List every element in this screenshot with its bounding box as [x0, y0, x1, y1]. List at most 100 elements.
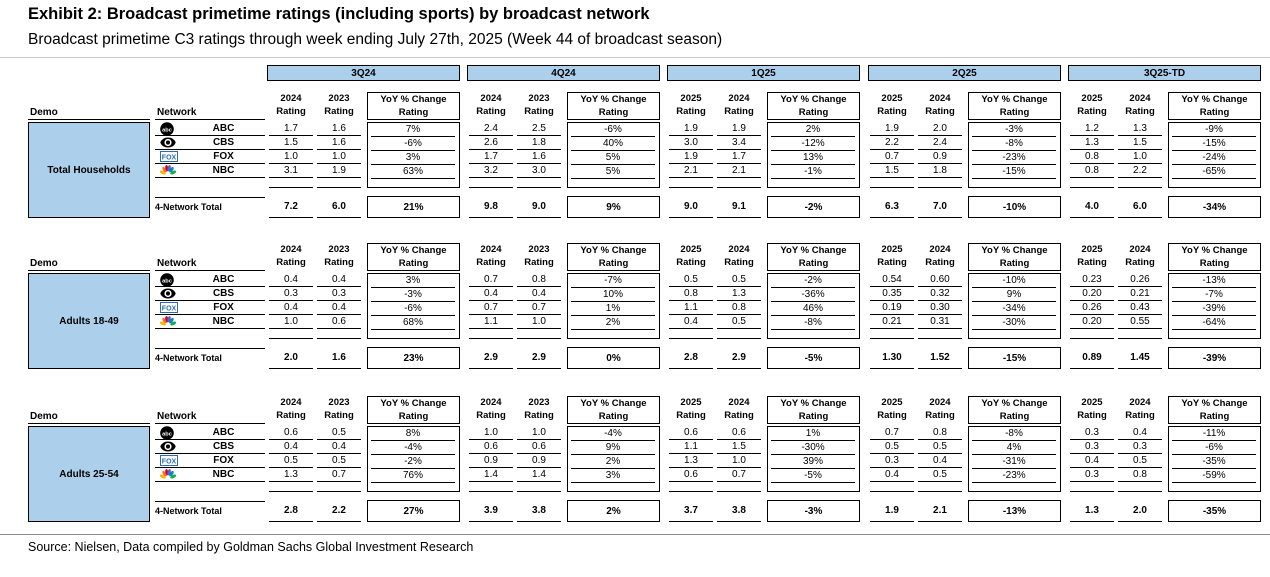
- network-row: CBS: [155, 440, 265, 454]
- rating-cell: 0.8: [1070, 150, 1114, 164]
- rating-cell: 1.1: [669, 440, 713, 454]
- yoy-header-box: YoY % Change Rating: [367, 92, 460, 120]
- yoy-cell: -6%: [571, 123, 655, 137]
- rating-cell: 0.7: [317, 468, 361, 482]
- rating-cell: 0.5: [1118, 454, 1162, 468]
- rating-cell: 0.4: [918, 454, 962, 468]
- network-name: FOX: [213, 455, 234, 466]
- rating-cell: 0.4: [269, 301, 313, 315]
- rating-cell: 0.7: [517, 301, 561, 315]
- col-header-year-1: 2024 Rating: [476, 397, 506, 421]
- col-header-year-1: 2025 Rating: [1077, 244, 1107, 268]
- network-name: CBS: [212, 288, 235, 299]
- network-column-header: Network: [157, 411, 197, 422]
- demo-cell: Total Households: [28, 122, 150, 218]
- nbc-peacock-icon: [160, 164, 182, 177]
- rating-cell: 3.4: [717, 136, 761, 150]
- rating-cell: 1.0: [1118, 150, 1162, 164]
- network-row: abc ABC: [155, 425, 265, 440]
- col-header-year-2: 2024 Rating: [724, 93, 754, 117]
- col-header-year-1: 2024 Rating: [276, 93, 306, 117]
- col-header-year-2: 2024 Rating: [925, 397, 955, 421]
- demo-cell: Adults 18-49: [28, 273, 150, 369]
- rating-cell: 0.4: [317, 440, 361, 454]
- exhibit-title: Exhibit 2: Broadcast primetime ratings (…: [28, 5, 650, 23]
- network-name: CBS: [212, 441, 235, 452]
- spacer-underline: [469, 338, 513, 339]
- rating-cell: 1.7: [469, 150, 513, 164]
- rating-cell: 0.9: [469, 454, 513, 468]
- yoy-header-box: YoY % Change Rating: [767, 92, 860, 120]
- rating-cell: 0.35: [870, 287, 914, 301]
- rating-cell: 1.3: [1070, 136, 1114, 150]
- yoy-cell: -34%: [972, 302, 1056, 316]
- rating-cell: 0.8: [918, 426, 962, 440]
- rating-cell: 0.4: [870, 468, 914, 482]
- rating-cell: 3.2: [469, 164, 513, 178]
- network-name: NBC: [212, 316, 235, 327]
- rating-cell: 0.3: [1070, 440, 1114, 454]
- rating-cell: 0.6: [717, 426, 761, 440]
- total-rating-cell: 6.0: [1118, 196, 1162, 218]
- yoy-cell: -11%: [1172, 427, 1256, 441]
- total-yoy-box: -35%: [1168, 500, 1261, 522]
- yoy-cell: -8%: [972, 137, 1056, 151]
- rating-cell: 1.3: [669, 454, 713, 468]
- network-row: abc ABC: [155, 272, 265, 287]
- col-header-year-1: 2024 Rating: [276, 244, 306, 268]
- total-rating-cell: 1.9: [870, 500, 914, 522]
- yoy-box: -2% -36% 46% -8%: [767, 273, 860, 339]
- rating-cell: 0.9: [918, 150, 962, 164]
- total-yoy-box: 27%: [367, 500, 460, 522]
- network-name: FOX: [213, 151, 234, 162]
- spacer-underline: [870, 491, 914, 492]
- rating-cell: 0.4: [269, 273, 313, 287]
- yoy-cell: -9%: [1172, 123, 1256, 137]
- yoy-cell: -23%: [972, 469, 1056, 483]
- yoy-cell: 76%: [371, 469, 455, 483]
- spacer-underline: [918, 491, 962, 492]
- rating-cell: 0.4: [469, 287, 513, 301]
- rating-cell: 0.4: [269, 440, 313, 454]
- spacer-underline: [918, 338, 962, 339]
- yoy-header-box: YoY % Change Rating: [767, 243, 860, 271]
- yoy-cell: -30%: [972, 316, 1056, 330]
- yoy-header-box: YoY % Change Rating: [567, 92, 660, 120]
- col-header-year-1: 2025 Rating: [877, 397, 907, 421]
- rating-cell: 1.0: [517, 426, 561, 440]
- rating-cell: 0.4: [1118, 426, 1162, 440]
- col-header-year-2: 2023 Rating: [524, 244, 554, 268]
- yoy-header-box: YoY % Change Rating: [1168, 243, 1261, 271]
- yoy-header-box: YoY % Change Rating: [567, 396, 660, 424]
- yoy-cell: -10%: [972, 274, 1056, 288]
- spacer-underline: [669, 187, 713, 188]
- total-rating-cell: 3.9: [469, 500, 513, 522]
- rating-cell: 2.4: [469, 122, 513, 136]
- rating-cell: 0.8: [517, 273, 561, 287]
- yoy-header-box: YoY % Change Rating: [1168, 396, 1261, 424]
- rating-cell: 0.4: [317, 301, 361, 315]
- yoy-cell: -2%: [371, 455, 455, 469]
- col-header-year-1: 2024 Rating: [476, 93, 506, 117]
- yoy-cell: 5%: [571, 151, 655, 165]
- rating-cell: 1.5: [1118, 136, 1162, 150]
- total-rating-cell: 2.1: [918, 500, 962, 522]
- total-yoy-box: -2%: [767, 196, 860, 218]
- rating-cell: 1.4: [469, 468, 513, 482]
- network-column-underline: [155, 119, 265, 120]
- cbs-eye-icon: [160, 441, 182, 452]
- total-row-label: 4-Network Total: [155, 506, 222, 516]
- rating-cell: 0.6: [317, 315, 361, 329]
- spacer-underline: [317, 491, 361, 492]
- yoy-box: -6% 40% 5% 5%: [567, 122, 660, 188]
- network-row: NBC: [155, 164, 265, 178]
- spacer-underline: [918, 187, 962, 188]
- rating-cell: 2.1: [717, 164, 761, 178]
- rating-cell: 0.5: [717, 315, 761, 329]
- spacer-underline: [317, 187, 361, 188]
- yoy-header-box: YoY % Change Rating: [968, 92, 1061, 120]
- col-header-year-2: 2024 Rating: [1125, 397, 1155, 421]
- col-header-year-1: 2025 Rating: [1077, 397, 1107, 421]
- yoy-header-box: YoY % Change Rating: [767, 396, 860, 424]
